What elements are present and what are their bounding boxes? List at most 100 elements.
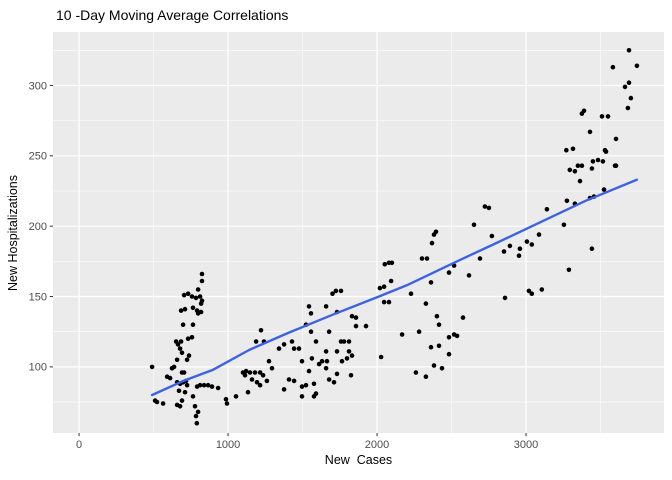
data-point	[626, 80, 632, 85]
data-point	[333, 288, 339, 294]
y-tick-label: 100	[29, 362, 47, 374]
data-point	[193, 295, 199, 301]
data-point	[224, 401, 230, 406]
data-point	[178, 339, 184, 344]
y-tick-label: 300	[29, 80, 47, 92]
data-point	[424, 256, 430, 261]
data-point	[377, 285, 383, 291]
data-point	[190, 394, 196, 399]
data-point	[595, 157, 601, 163]
data-point	[189, 294, 195, 299]
data-point	[428, 280, 434, 285]
x-tick-label: 1000	[216, 439, 240, 451]
data-point	[416, 329, 422, 335]
data-point	[177, 346, 183, 351]
y-axis-title-wrap: New Hospitalizations	[2, 32, 24, 433]
data-point	[389, 260, 395, 266]
data-point	[299, 394, 305, 399]
data-point	[590, 159, 596, 164]
data-point	[625, 105, 631, 111]
data-point	[626, 48, 632, 53]
data-point	[577, 178, 583, 184]
data-point	[613, 163, 619, 168]
data-point	[346, 349, 352, 354]
data-point	[460, 315, 466, 320]
data-point	[344, 356, 350, 361]
y-tick-label: 250	[29, 151, 47, 163]
data-point	[223, 396, 229, 402]
data-point	[564, 147, 569, 153]
data-point	[323, 366, 329, 371]
data-point	[179, 350, 185, 356]
data-point	[353, 315, 359, 320]
data-point	[201, 382, 207, 388]
data-point	[539, 287, 545, 292]
data-point	[190, 305, 196, 311]
data-point	[180, 322, 186, 328]
data-point	[363, 323, 369, 329]
data-point	[386, 299, 392, 305]
data-point	[423, 374, 429, 380]
data-point	[308, 311, 314, 316]
data-point	[517, 246, 523, 251]
data-point	[561, 222, 567, 228]
data-point	[589, 166, 595, 171]
data-point	[570, 146, 576, 152]
data-point	[446, 335, 452, 340]
data-point	[209, 384, 215, 389]
data-point	[330, 291, 335, 297]
data-point	[276, 346, 282, 351]
data-point	[299, 358, 305, 364]
data-point	[154, 399, 160, 405]
data-point	[291, 346, 297, 351]
y-axis-title: New Hospitalizations	[6, 174, 20, 291]
data-point	[215, 385, 221, 391]
data-point	[544, 207, 550, 212]
data-point	[526, 288, 532, 294]
data-point	[199, 298, 205, 304]
data-point	[634, 63, 640, 69]
data-point	[194, 420, 200, 426]
data-point	[178, 308, 184, 313]
y-tick-label: 150	[29, 291, 47, 303]
data-point	[192, 404, 198, 409]
data-point	[348, 373, 354, 378]
data-point	[338, 288, 344, 294]
data-point	[471, 222, 477, 228]
data-point	[189, 335, 195, 340]
data-point	[436, 322, 442, 328]
data-point	[171, 364, 177, 370]
data-point	[185, 336, 191, 342]
data-point	[419, 256, 425, 261]
data-point	[349, 353, 355, 358]
x-tick-label: 0	[76, 439, 82, 451]
data-point	[181, 292, 187, 298]
data-point	[603, 149, 609, 154]
data-point	[198, 309, 204, 315]
data-point	[243, 368, 249, 374]
data-point	[264, 378, 270, 384]
data-point	[436, 343, 442, 349]
data-point	[564, 198, 570, 204]
data-point	[291, 378, 297, 384]
data-point	[381, 299, 387, 305]
data-point	[599, 114, 605, 119]
data-point	[266, 358, 272, 364]
data-point	[334, 349, 340, 354]
data-point	[199, 271, 205, 277]
data-point	[428, 344, 434, 350]
data-point	[242, 373, 248, 378]
data-point	[323, 304, 329, 309]
data-point	[308, 329, 314, 335]
data-point	[253, 339, 259, 344]
data-point	[177, 404, 183, 409]
data-point	[579, 163, 585, 168]
data-point	[197, 294, 203, 299]
data-point	[313, 391, 319, 396]
data-point	[193, 413, 199, 419]
data-point	[429, 240, 435, 246]
data-point	[197, 382, 203, 388]
data-point	[175, 342, 181, 347]
